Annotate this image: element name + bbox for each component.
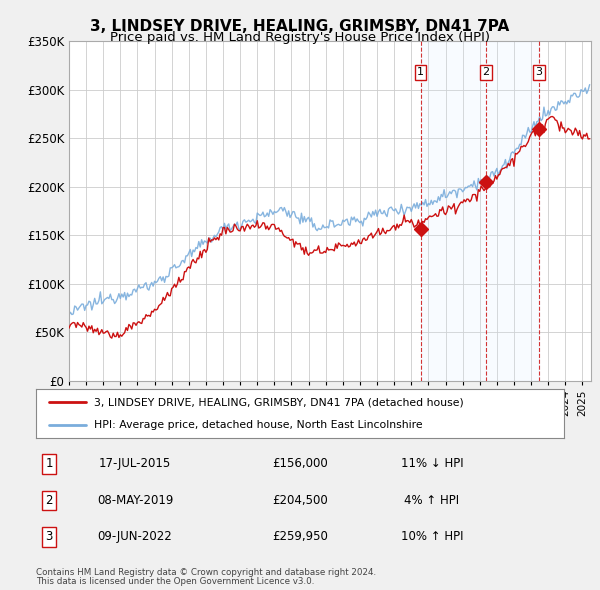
Text: 1: 1 [417, 67, 424, 77]
Bar [421, 41, 539, 381]
Text: This data is licensed under the Open Government Licence v3.0.: This data is licensed under the Open Gov… [36, 577, 314, 586]
Text: 1: 1 [46, 457, 53, 470]
Text: 3, LINDSEY DRIVE, HEALING, GRIMSBY, DN41 7PA: 3, LINDSEY DRIVE, HEALING, GRIMSBY, DN41… [91, 19, 509, 34]
Text: 10% ↑ HPI: 10% ↑ HPI [401, 530, 463, 543]
Text: 3: 3 [535, 67, 542, 77]
Text: 2: 2 [46, 494, 53, 507]
Text: 09-JUN-2022: 09-JUN-2022 [98, 530, 172, 543]
Text: £156,000: £156,000 [272, 457, 328, 470]
Text: 4% ↑ HPI: 4% ↑ HPI [404, 494, 460, 507]
Text: Contains HM Land Registry data © Crown copyright and database right 2024.: Contains HM Land Registry data © Crown c… [36, 568, 376, 576]
Text: £204,500: £204,500 [272, 494, 328, 507]
Text: 17-JUL-2015: 17-JUL-2015 [99, 457, 171, 470]
Text: 3, LINDSEY DRIVE, HEALING, GRIMSBY, DN41 7PA (detached house): 3, LINDSEY DRIVE, HEALING, GRIMSBY, DN41… [94, 398, 464, 408]
Text: Price paid vs. HM Land Registry's House Price Index (HPI): Price paid vs. HM Land Registry's House … [110, 31, 490, 44]
Text: 2: 2 [482, 67, 490, 77]
Text: £259,950: £259,950 [272, 530, 328, 543]
Text: HPI: Average price, detached house, North East Lincolnshire: HPI: Average price, detached house, Nort… [94, 419, 423, 430]
Text: 08-MAY-2019: 08-MAY-2019 [97, 494, 173, 507]
Text: 11% ↓ HPI: 11% ↓ HPI [401, 457, 463, 470]
Text: 3: 3 [46, 530, 53, 543]
